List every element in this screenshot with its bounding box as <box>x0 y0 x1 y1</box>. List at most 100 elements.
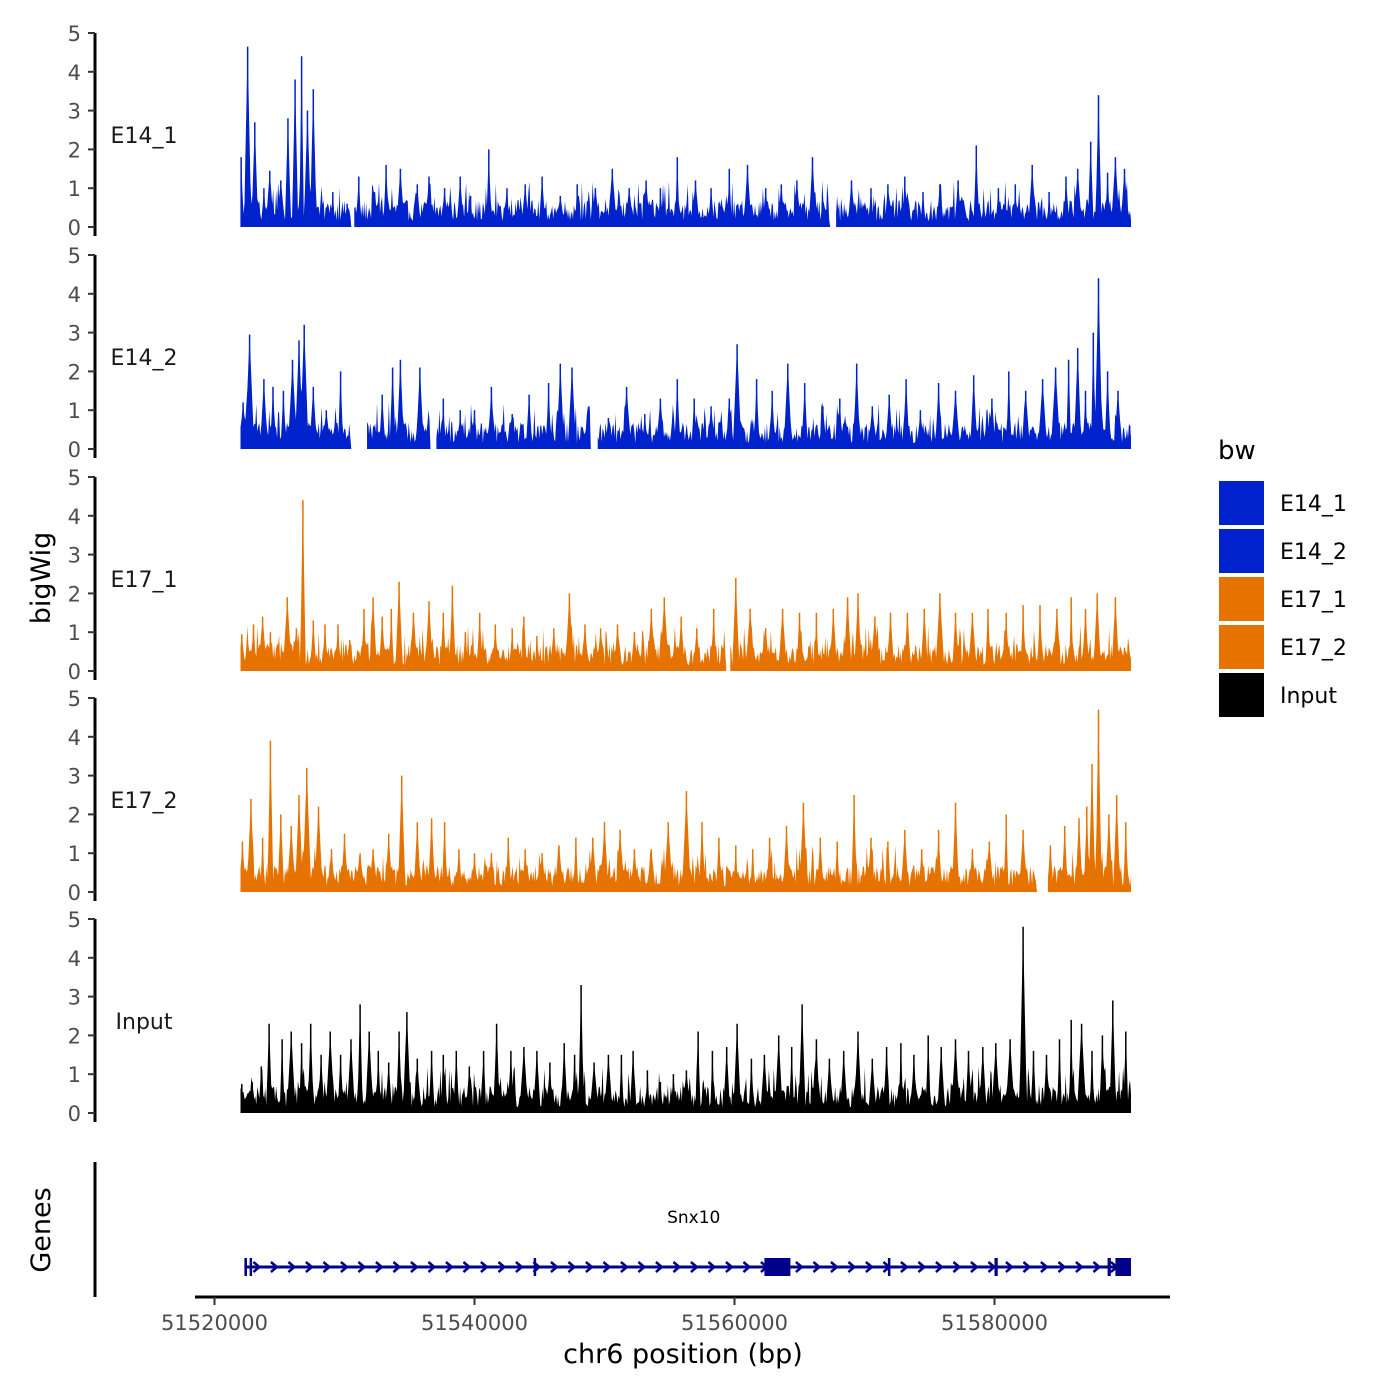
x-tick-label: 51520000 <box>161 1311 268 1335</box>
strand-arrow-icon <box>795 1261 804 1273</box>
strand-arrow-icon <box>270 1261 279 1273</box>
signal-area <box>240 504 1131 671</box>
genes-axis-title: Genes <box>26 1187 57 1272</box>
y-tick-label: 4 <box>68 61 81 85</box>
strand-arrow-icon <box>672 1261 682 1273</box>
y-tick-label: 5 <box>68 22 81 46</box>
strand-arrow-icon <box>707 1261 717 1273</box>
strand-arrow-icon <box>480 1261 489 1273</box>
y-tick-label: 1 <box>68 177 81 201</box>
strand-arrow-icon <box>287 1261 297 1273</box>
tracks-layer: 0 1 2 3 4 5 E14_1 0 1 2 3 4 5 E14_2 0 1 2 3 4 5 E17_1 0 1 2 3 4 5 E… <box>68 22 1131 1126</box>
x-tick-label: 51540000 <box>421 1311 528 1335</box>
strand-arrow-icon <box>585 1261 594 1273</box>
gene-exon <box>533 1258 537 1276</box>
legend-swatch <box>1219 529 1264 573</box>
strand-arrow-icon <box>427 1261 437 1273</box>
strand-arrow-icon <box>445 1261 454 1273</box>
legend-swatch <box>1219 481 1264 525</box>
x-axis-title: chr6 position (bp) <box>563 1339 803 1370</box>
strand-arrow-icon <box>1040 1261 1049 1273</box>
strand-arrow-icon <box>952 1261 962 1273</box>
strand-arrow-icon <box>1022 1261 1032 1273</box>
gene-exon <box>994 1258 998 1276</box>
strand-arrow-icon <box>375 1261 384 1273</box>
track-label: Input <box>116 1010 173 1035</box>
gene-layer: Snx10 <box>93 1162 1131 1297</box>
legend-label: Input <box>1280 684 1337 709</box>
y-tick-label: 0 <box>68 881 81 905</box>
y-tick-label: 1 <box>68 621 81 645</box>
strand-arrow-icon <box>462 1261 472 1273</box>
strand-arrow-icon <box>655 1261 664 1273</box>
strand-arrow-icon <box>322 1261 332 1273</box>
track-label: E17_1 <box>111 568 178 593</box>
strand-arrow-icon <box>1005 1261 1014 1273</box>
strand-arrow-icon <box>1075 1261 1084 1273</box>
y-tick-label: 3 <box>68 765 81 789</box>
y-tick-label: 2 <box>68 138 81 162</box>
y-tick-label: 3 <box>68 544 81 568</box>
y-tick-label: 2 <box>68 803 81 827</box>
strand-arrow-icon <box>515 1261 524 1273</box>
strand-arrow-icon <box>917 1261 927 1273</box>
y-tick-label: 0 <box>68 660 81 684</box>
y-tick-label: 3 <box>68 322 81 346</box>
signal-area <box>240 57 1131 227</box>
x-axis: 51520000 51540000 51560000 51580000 <box>161 1295 1170 1335</box>
strand-arrow-icon <box>1057 1261 1067 1273</box>
strand-arrow-icon <box>865 1261 874 1273</box>
y-tick-label: 3 <box>68 986 81 1010</box>
y-tick-label: 0 <box>68 1102 81 1126</box>
track-e14-2: 0 1 2 3 4 5 E14_2 <box>68 244 1131 462</box>
legend-title: bw <box>1218 436 1256 466</box>
legend: bw E14_1 E14_2 E17_1 E17_2 Input <box>1218 436 1347 717</box>
strand-arrow-icon <box>620 1261 629 1273</box>
y-tick-label: 2 <box>68 360 81 384</box>
y-tick-label: 0 <box>68 438 81 462</box>
gene-label: Snx10 <box>667 1208 720 1228</box>
strand-arrow-icon <box>567 1261 577 1273</box>
strand-arrow-icon <box>357 1261 367 1273</box>
y-tick-label: 4 <box>68 726 81 750</box>
y-tick-label: 5 <box>68 466 81 490</box>
y-tick-label: 1 <box>68 399 81 423</box>
gene-exon <box>249 1258 253 1276</box>
gene-exon <box>887 1258 891 1276</box>
legend-label: E17_2 <box>1280 636 1347 661</box>
strand-arrow-icon <box>935 1261 944 1273</box>
strand-arrow-icon <box>970 1261 979 1273</box>
strand-arrow-icon <box>637 1261 647 1273</box>
y-tick-label: 1 <box>68 842 81 866</box>
gene-exon <box>764 1258 791 1276</box>
strand-arrow-icon <box>742 1261 752 1273</box>
legend-swatch <box>1219 625 1264 669</box>
y-tick-label: 5 <box>68 244 81 268</box>
y-tick-label: 5 <box>68 687 81 711</box>
y-tick-label: 3 <box>68 100 81 124</box>
y-tick-label: 0 <box>68 216 81 240</box>
track-label: E14_2 <box>111 346 178 371</box>
gene-exon <box>1115 1258 1131 1276</box>
strand-arrow-icon <box>812 1261 822 1273</box>
strand-arrow-icon <box>340 1261 349 1273</box>
strand-arrow-icon <box>497 1261 507 1273</box>
track-label: E17_2 <box>111 789 178 814</box>
track-e14-1: 0 1 2 3 4 5 E14_1 <box>68 22 1131 240</box>
strand-arrow-icon <box>602 1261 612 1273</box>
legend-swatch <box>1219 577 1264 621</box>
gene-exon <box>244 1258 247 1276</box>
legend-label: E17_1 <box>1280 588 1347 613</box>
strand-arrow-icon <box>305 1261 314 1273</box>
strand-arrow-icon <box>550 1261 559 1273</box>
y-tick-label: 2 <box>68 1024 81 1048</box>
strand-arrow-icon <box>392 1261 402 1273</box>
strand-arrow-icon <box>900 1261 909 1273</box>
legend-label: E14_1 <box>1280 492 1347 517</box>
track-label: E14_1 <box>111 124 178 149</box>
strand-arrow-icon <box>830 1261 839 1273</box>
track-e17-2: 0 1 2 3 4 5 E17_2 <box>68 687 1131 905</box>
x-tick-label: 51580000 <box>941 1311 1048 1335</box>
y-tick-label: 4 <box>68 505 81 529</box>
